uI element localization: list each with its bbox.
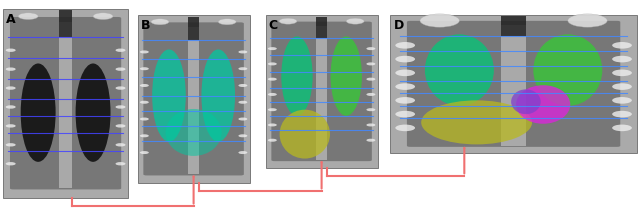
- Ellipse shape: [152, 49, 186, 142]
- Circle shape: [238, 67, 247, 70]
- Circle shape: [140, 134, 148, 137]
- Circle shape: [420, 14, 460, 27]
- Circle shape: [612, 42, 632, 49]
- Ellipse shape: [166, 109, 221, 156]
- Circle shape: [346, 18, 364, 24]
- Circle shape: [396, 69, 415, 76]
- Circle shape: [140, 67, 148, 70]
- Circle shape: [238, 101, 247, 104]
- Circle shape: [366, 62, 375, 65]
- Bar: [501, 16, 526, 36]
- Circle shape: [238, 51, 247, 54]
- Bar: [501, 25, 526, 146]
- Circle shape: [612, 124, 632, 131]
- Circle shape: [612, 111, 632, 117]
- Circle shape: [18, 13, 38, 20]
- Circle shape: [366, 78, 375, 81]
- Circle shape: [115, 68, 125, 71]
- Circle shape: [115, 124, 125, 127]
- Bar: [316, 17, 327, 38]
- Circle shape: [366, 93, 375, 96]
- Circle shape: [366, 123, 375, 126]
- Circle shape: [268, 139, 277, 142]
- Circle shape: [6, 68, 15, 71]
- Circle shape: [396, 111, 415, 117]
- Circle shape: [115, 143, 125, 146]
- FancyBboxPatch shape: [138, 15, 250, 183]
- Bar: [60, 11, 72, 37]
- Circle shape: [115, 105, 125, 109]
- Circle shape: [366, 108, 375, 111]
- Circle shape: [268, 123, 277, 126]
- Ellipse shape: [516, 85, 570, 124]
- Circle shape: [115, 49, 125, 52]
- Circle shape: [396, 97, 415, 104]
- Bar: [188, 17, 199, 40]
- Circle shape: [268, 93, 277, 96]
- Circle shape: [6, 124, 15, 127]
- Circle shape: [268, 78, 277, 81]
- Circle shape: [366, 139, 375, 142]
- Circle shape: [238, 118, 247, 121]
- Ellipse shape: [330, 36, 362, 116]
- FancyBboxPatch shape: [390, 15, 637, 153]
- Circle shape: [140, 84, 148, 87]
- Circle shape: [218, 19, 236, 25]
- Circle shape: [238, 151, 247, 154]
- Circle shape: [6, 162, 15, 165]
- Circle shape: [279, 18, 297, 24]
- Circle shape: [140, 118, 148, 121]
- Circle shape: [612, 56, 632, 62]
- Bar: [60, 22, 72, 188]
- Circle shape: [366, 47, 375, 50]
- Circle shape: [612, 97, 632, 104]
- Text: B: B: [141, 19, 150, 32]
- Circle shape: [115, 162, 125, 165]
- Circle shape: [6, 49, 15, 52]
- Circle shape: [140, 151, 148, 154]
- Text: C: C: [269, 19, 278, 32]
- FancyBboxPatch shape: [271, 22, 372, 161]
- Circle shape: [396, 56, 415, 62]
- Ellipse shape: [76, 63, 111, 162]
- Ellipse shape: [511, 89, 541, 114]
- Ellipse shape: [425, 34, 494, 106]
- Ellipse shape: [282, 36, 312, 116]
- Circle shape: [396, 42, 415, 49]
- Text: A: A: [6, 13, 16, 26]
- Circle shape: [6, 143, 15, 146]
- Circle shape: [140, 51, 148, 54]
- Circle shape: [238, 134, 247, 137]
- Text: D: D: [394, 19, 404, 32]
- Ellipse shape: [421, 100, 532, 144]
- Circle shape: [612, 83, 632, 90]
- Ellipse shape: [280, 110, 330, 158]
- Circle shape: [268, 108, 277, 111]
- Ellipse shape: [20, 63, 56, 162]
- FancyBboxPatch shape: [10, 17, 121, 189]
- Circle shape: [115, 86, 125, 90]
- Circle shape: [396, 83, 415, 90]
- Circle shape: [268, 47, 277, 50]
- FancyBboxPatch shape: [3, 9, 128, 198]
- Circle shape: [396, 124, 415, 131]
- Bar: [188, 27, 199, 174]
- FancyBboxPatch shape: [407, 21, 620, 147]
- Circle shape: [6, 86, 15, 90]
- Circle shape: [238, 84, 247, 87]
- Circle shape: [93, 13, 113, 20]
- FancyBboxPatch shape: [143, 22, 244, 175]
- Ellipse shape: [202, 49, 235, 142]
- Bar: [316, 26, 327, 160]
- Circle shape: [568, 14, 607, 27]
- Circle shape: [6, 105, 15, 109]
- Ellipse shape: [533, 34, 602, 106]
- Circle shape: [612, 69, 632, 76]
- FancyBboxPatch shape: [266, 15, 378, 168]
- Circle shape: [140, 101, 148, 104]
- Circle shape: [151, 19, 169, 25]
- Circle shape: [268, 62, 277, 65]
